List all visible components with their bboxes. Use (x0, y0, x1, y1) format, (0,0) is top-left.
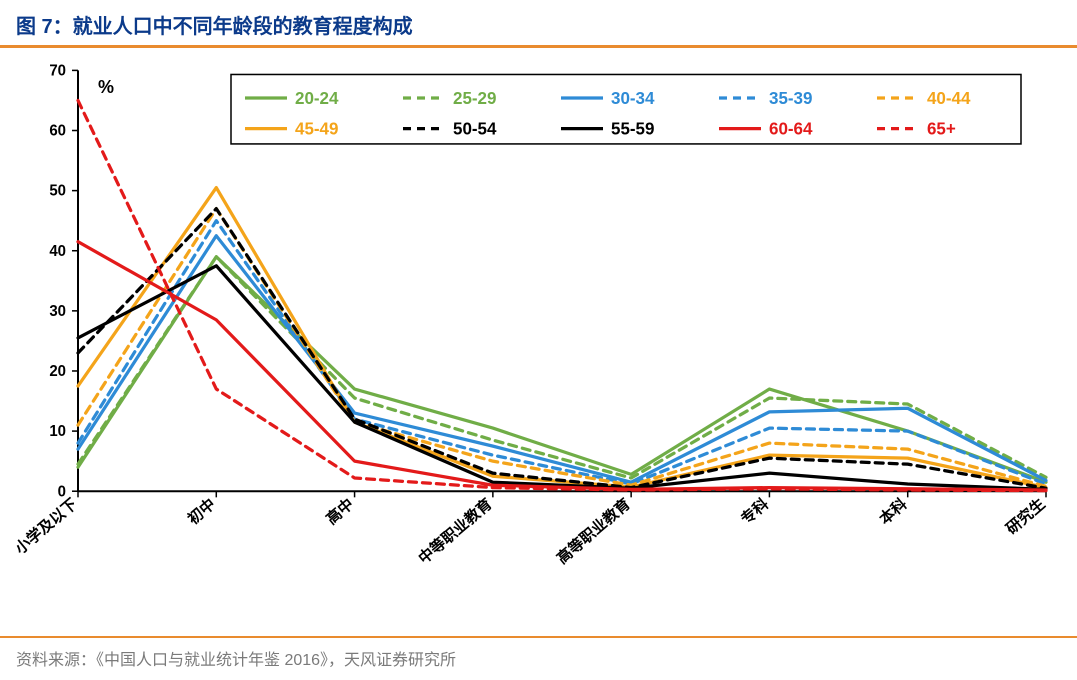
series-65+ (78, 100, 1046, 490)
svg-text:高中: 高中 (323, 495, 357, 529)
legend-label-35-39: 35-39 (769, 88, 812, 108)
svg-text:高等职业教育: 高等职业教育 (553, 495, 633, 568)
chart-area: 0 10 20 30 40 50 60 70% 小学及以下 初中 高中 中等职业教育高等职业教育 专科 本… (16, 52, 1061, 624)
svg-text:小学及以下: 小学及以下 (16, 495, 81, 558)
svg-text:20: 20 (49, 363, 66, 380)
svg-text:%: % (98, 77, 114, 97)
svg-text:本科: 本科 (876, 495, 910, 529)
svg-text:研究生: 研究生 (1003, 495, 1049, 538)
svg-text:40: 40 (49, 243, 66, 260)
legend-label-30-34: 30-34 (611, 88, 655, 108)
legend-label-65+: 65+ (927, 119, 956, 139)
legend-label-20-24: 20-24 (295, 88, 339, 108)
series-55-59 (78, 266, 1046, 490)
svg-text:10: 10 (49, 423, 66, 440)
series-25-29 (78, 257, 1046, 478)
legend-label-25-29: 25-29 (453, 88, 496, 108)
source-text: 资料来源：《中国人口与就业统计年鉴 2016》，天风证券研究所 (16, 652, 456, 669)
svg-text:50: 50 (49, 183, 66, 200)
svg-text:70: 70 (49, 62, 66, 79)
svg-text:30: 30 (49, 303, 66, 320)
chart-title: 图 7：就业人口中不同年龄段的教育程度构成 (16, 16, 413, 38)
line-chart-svg: 0 10 20 30 40 50 60 70% 小学及以下 初中 高中 中等职业教育高等职业教育 专科 本… (16, 52, 1061, 624)
svg-text:0: 0 (58, 483, 66, 500)
svg-text:专科: 专科 (738, 495, 772, 529)
svg-text:60: 60 (49, 122, 66, 139)
series-40-44 (78, 209, 1046, 487)
legend-label-40-44: 40-44 (927, 88, 971, 108)
legend-label-55-59: 55-59 (611, 119, 654, 139)
legend-label-50-54: 50-54 (453, 119, 497, 139)
series-50-54 (78, 209, 1046, 489)
legend-label-45-49: 45-49 (295, 119, 338, 139)
legend-label-60-64: 60-64 (769, 119, 813, 139)
source-row: 资料来源：《中国人口与就业统计年鉴 2016》，天风证券研究所 (0, 636, 1077, 680)
series-35-39 (78, 221, 1046, 484)
chart-title-row: 图 7：就业人口中不同年龄段的教育程度构成 (0, 0, 1077, 48)
svg-text:初中: 初中 (184, 495, 218, 529)
svg-text:中等职业教育: 中等职业教育 (415, 495, 495, 568)
